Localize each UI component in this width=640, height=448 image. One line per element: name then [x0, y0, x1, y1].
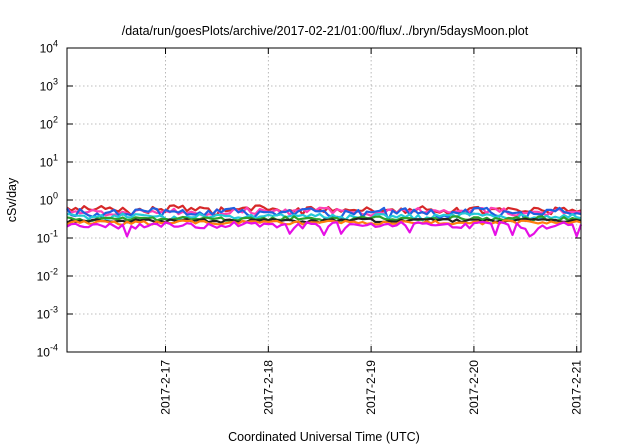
- chart-title: /data/run/goesPlots/archive/2017-02-21/0…: [122, 24, 529, 38]
- y-tick-label: 101: [40, 153, 58, 170]
- x-tick-label: 2017-2-21: [570, 360, 584, 415]
- y-axis: 10-4 10-3 10-2 10-1 100 101 102 103 104: [37, 39, 581, 360]
- series-line-3: [66, 206, 582, 223]
- y-tick-label: 100: [40, 191, 58, 208]
- y-tick-label: 10-4: [37, 343, 58, 360]
- x-axis-label: Coordinated Universal Time (UTC): [228, 430, 420, 444]
- y-tick-label: 102: [40, 115, 58, 132]
- series-layer: [66, 204, 583, 238]
- y-axis-label: cSv/day: [5, 177, 19, 222]
- x-axis: 2017-2-17 2017-2-18 2017-2-19 2017-2-20 2017…: [159, 48, 584, 415]
- series-line-2: [66, 206, 582, 218]
- y-tick-label: 10-3: [37, 305, 58, 322]
- y-tick-label: 103: [40, 77, 58, 94]
- y-tick-label: 104: [40, 39, 58, 56]
- series-line-8: [66, 220, 583, 238]
- grid-lines: [67, 48, 581, 352]
- x-tick-label: 2017-2-20: [467, 360, 481, 415]
- y-tick-label: 10-1: [37, 229, 58, 246]
- x-tick-label: 2017-2-17: [159, 360, 173, 415]
- x-tick-label: 2017-2-19: [364, 360, 378, 415]
- y-tick-label: 10-2: [37, 267, 58, 284]
- x-tick-label: 2017-2-18: [261, 360, 275, 415]
